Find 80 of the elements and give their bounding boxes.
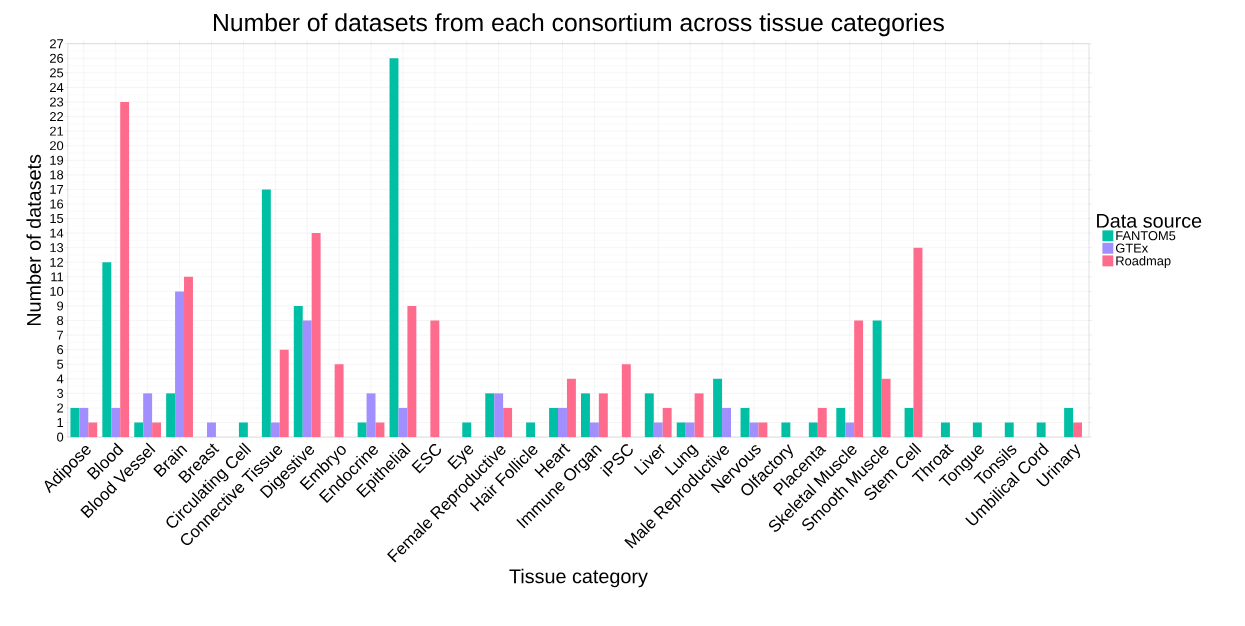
y-tick-label: 11 — [51, 272, 64, 282]
y-tick-label: 7 — [57, 330, 64, 340]
y-tick-label: 15 — [50, 214, 64, 224]
bar — [143, 393, 153, 438]
bar — [558, 408, 567, 438]
bar — [88, 422, 98, 438]
bar — [357, 422, 367, 438]
y-tick-label: 8 — [57, 316, 64, 326]
bar — [70, 408, 80, 438]
y-tick-label: 18 — [50, 170, 64, 180]
y-tick-label: 26 — [50, 53, 64, 63]
bar — [836, 408, 846, 438]
y-tick-label: 14 — [50, 228, 64, 238]
x-axis-title: Tissue category — [509, 568, 648, 588]
bar — [485, 393, 495, 438]
bar — [581, 393, 590, 438]
bar — [270, 422, 280, 438]
legend-label: FANTOM5 — [1116, 231, 1176, 241]
bar — [366, 393, 376, 438]
bar — [102, 262, 112, 438]
y-tick-label: 25 — [50, 68, 64, 78]
y-tick-label: 24 — [50, 83, 64, 92]
y-tick-label: 0 — [57, 432, 64, 442]
y-tick-label: 4 — [56, 374, 64, 384]
bar — [685, 422, 695, 438]
bar — [302, 320, 312, 438]
y-tick-label: 17 — [50, 185, 64, 194]
bar — [503, 408, 513, 438]
bar — [152, 422, 162, 438]
bar — [166, 393, 176, 438]
y-tick-label: 21 — [50, 126, 64, 136]
y-tick-label: 1 — [57, 418, 64, 428]
y-tick-label: 23 — [50, 97, 64, 107]
bar — [184, 276, 193, 438]
y-tick-label: 27 — [50, 39, 64, 49]
y-tick-label: 5 — [57, 359, 64, 369]
y-tick-label: 20 — [50, 141, 64, 151]
bar — [549, 408, 559, 438]
legend-title: Data source — [1097, 214, 1202, 228]
bar — [589, 422, 599, 438]
bar — [749, 422, 759, 438]
bar — [854, 320, 864, 438]
bar — [389, 58, 399, 438]
y-axis-title: Number of datasets — [26, 154, 41, 326]
y-tick-label: 16 — [50, 199, 64, 209]
bar — [566, 378, 576, 438]
legend-label: Roadmap — [1116, 256, 1171, 269]
y-tick-label: 19 — [50, 155, 64, 165]
bar — [207, 422, 216, 438]
y-tick-label: 22 — [50, 112, 64, 122]
bar — [758, 422, 768, 438]
legend-label: GTEx — [1115, 243, 1149, 253]
bar — [134, 422, 144, 438]
bar — [79, 408, 89, 438]
y-tick-label: 10 — [50, 286, 64, 297]
bar — [598, 393, 608, 438]
y-tick-label: 3 — [57, 388, 64, 399]
y-tick-label: 12 — [50, 257, 64, 267]
bar — [293, 306, 303, 438]
y-tick-label: 6 — [57, 345, 64, 355]
y-tick-label: 2 — [57, 403, 64, 413]
chart-title: Number of datasets from each consortium across tissue categories — [214, 13, 944, 37]
bar — [676, 422, 686, 438]
bar — [407, 306, 417, 438]
bar — [311, 233, 321, 438]
bar — [261, 189, 271, 438]
bar — [653, 422, 663, 438]
y-tick-label: 13 — [50, 243, 64, 253]
bar — [694, 393, 704, 438]
bar — [845, 422, 855, 438]
bar — [111, 408, 121, 438]
bar — [120, 102, 130, 438]
bar — [398, 408, 408, 438]
y-tick-label: 9 — [57, 301, 64, 311]
bar — [494, 393, 504, 438]
bar — [644, 393, 654, 438]
bar — [662, 408, 672, 438]
bar — [175, 291, 185, 438]
bar — [279, 349, 289, 438]
bar — [375, 422, 385, 438]
